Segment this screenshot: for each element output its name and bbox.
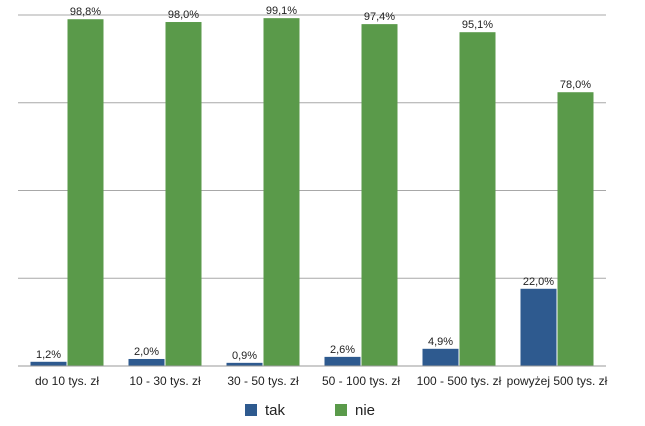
bars [30,18,594,367]
bar-tak-2 [226,362,263,366]
bar-nie-1 [165,22,202,367]
legend-label-tak: tak [265,402,286,419]
legend: tak nie [245,402,375,419]
data-label-tak-1: 2,0% [134,346,159,358]
data-label-nie-5: 78,0% [560,79,591,91]
data-label-tak-5: 22,0% [523,276,554,288]
legend-swatch-nie [335,404,347,416]
bar-tak-1 [128,358,165,366]
x-tick-label: 10 - 30 tys. zł [129,374,201,388]
legend-label-nie: nie [355,402,375,419]
bar-tak-4 [422,348,459,366]
data-label-nie-1: 98,0% [168,9,199,21]
data-label-nie-4: 95,1% [462,19,493,31]
data-label-tak-4: 4,9% [428,336,453,348]
x-tick-label: 100 - 500 tys. zł [417,374,502,388]
gridlines [18,14,606,279]
data-label-nie-2: 99,1% [266,5,297,17]
bar-nie-0 [67,19,104,366]
x-tick-label: 30 - 50 tys. zł [227,374,299,388]
bar-tak-0 [30,361,67,366]
legend-swatch-tak [245,404,257,416]
x-tick-label: powyżej 500 tys. zł [507,374,608,388]
x-tick-label: 50 - 100 tys. zł [322,374,400,388]
data-label-nie-0: 98,8% [70,6,101,18]
bar-nie-4 [459,32,496,366]
x-axis-tick-labels: do 10 tys. zł 10 - 30 tys. zł 30 - 50 tys.… [35,374,608,388]
data-label-tak-0: 1,2% [36,349,61,361]
data-label-nie-3: 97,4% [364,11,395,23]
bar-tak-5 [520,288,557,366]
bar-nie-5 [557,92,594,366]
data-labels: 1,2% 98,8% 2,0% 98,0% 0,9% 99,1% 2,6% 97,4% 4,9%… [36,5,591,362]
data-label-tak-2: 0,9% [232,350,257,362]
bar-nie-2 [263,18,300,367]
x-tick-label: do 10 tys. zł [35,374,99,388]
bar-tak-3 [324,356,361,366]
bar-nie-3 [361,24,398,366]
data-label-tak-3: 2,6% [330,344,355,356]
